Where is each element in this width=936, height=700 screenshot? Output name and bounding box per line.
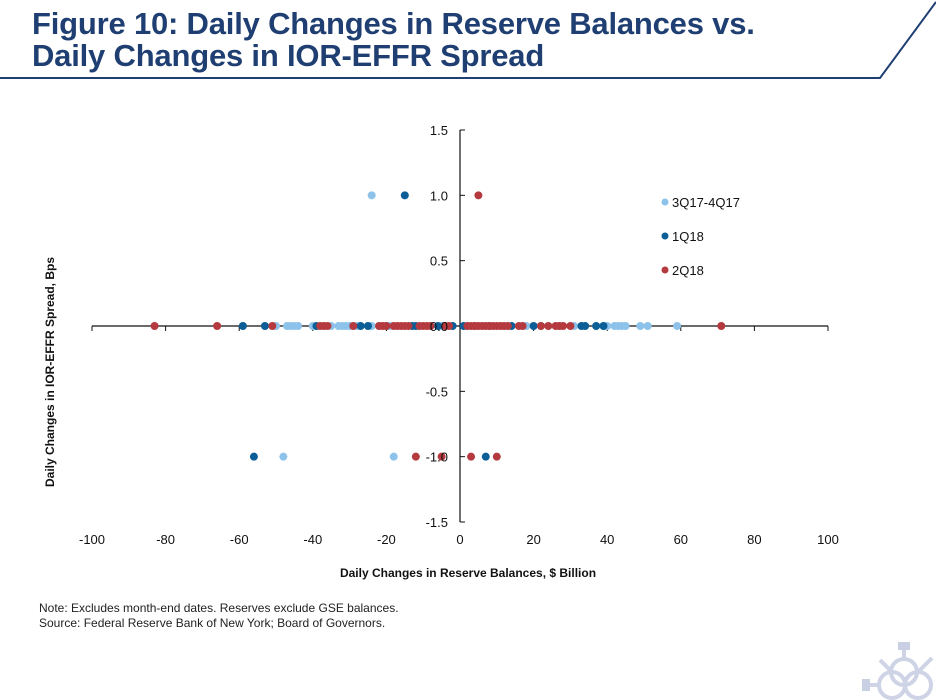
data-point-2q18 [382, 322, 391, 330]
data-point-1q18 [238, 322, 247, 330]
y-tick-label: 1.5 [430, 123, 448, 138]
data-point-1q18 [260, 322, 269, 330]
data-point-2q18 [404, 322, 413, 330]
x-tick-label: -80 [156, 532, 175, 547]
data-point-3q17-4q17 [621, 322, 630, 330]
legend-label: 2Q18 [672, 263, 704, 278]
x-tick-label: 20 [526, 532, 540, 547]
data-point-1q18 [481, 452, 490, 461]
data-point-2q18 [150, 322, 159, 330]
x-tick-label: -20 [377, 532, 396, 547]
data-point-1q18 [529, 322, 538, 330]
data-point-3q17-4q17 [294, 322, 303, 330]
data-point-3q17-4q17 [643, 322, 652, 330]
data-point-2q18 [437, 452, 446, 461]
data-point-3q17-4q17 [279, 452, 288, 461]
data-point-1q18 [599, 322, 608, 330]
legend-label: 3Q17-4Q17 [672, 195, 740, 210]
legend-marker [661, 266, 669, 274]
data-point-1q18 [356, 322, 365, 330]
x-tick-label: 0 [456, 532, 463, 547]
y-tick-label: 1.0 [430, 188, 448, 203]
data-point-1q18 [433, 322, 442, 330]
data-point-2q18 [536, 322, 545, 330]
legend-label: 1Q18 [672, 229, 704, 244]
y-tick-label: 0.0 [430, 319, 448, 334]
data-point-2q18 [426, 322, 435, 330]
fed-ny-seal-icon [862, 642, 934, 700]
y-axis-label: Daily Changes in IOR-EFFR Spread, Bps [43, 257, 57, 487]
data-point-1q18 [592, 322, 601, 330]
y-tick-label: -1.0 [426, 450, 448, 465]
data-point-1q18 [249, 452, 258, 461]
x-tick-label: 60 [674, 532, 688, 547]
data-point-2q18 [566, 322, 575, 330]
header-frame [0, 1, 936, 79]
data-point-2q18 [213, 322, 222, 330]
note-text: Note: Excludes month-end dates. Reserves… [39, 601, 399, 615]
legend-marker [661, 198, 669, 206]
legend-marker [661, 232, 669, 240]
y-tick-label: 0.5 [430, 254, 448, 269]
data-point-2q18 [268, 322, 277, 330]
data-point-3q17-4q17 [367, 191, 376, 200]
page-title: Figure 10: Daily Changes in Reserve Bala… [32, 8, 755, 72]
data-point-2q18 [467, 452, 476, 461]
data-point-2q18 [323, 322, 332, 330]
x-axis-label: Daily Changes in Reserve Balances, $ Bil… [340, 566, 596, 580]
data-point-1q18 [364, 322, 372, 330]
data-point-2q18 [544, 322, 553, 330]
title-line-1: Figure 10: Daily Changes in Reserve Bala… [32, 6, 755, 41]
data-points [150, 191, 726, 461]
footnote: Note: Excludes month-end dates. Reserves… [39, 601, 399, 631]
data-point-2q18 [349, 322, 358, 330]
x-tick-label: 40 [600, 532, 614, 547]
y-tick-label: -0.5 [426, 384, 448, 399]
data-point-2q18 [559, 322, 568, 330]
data-point-2q18 [492, 452, 501, 461]
scatter-chart: -100 -80 -60 -40 -20 0 20 40 60 80 100 -1.5 -1.0 -0.5… [43, 123, 839, 580]
data-point-2q18 [717, 322, 726, 330]
x-tick-label: 100 [817, 532, 839, 547]
x-tick-label: -40 [303, 532, 322, 547]
data-point-3q17-4q17 [389, 452, 398, 461]
data-point-3q17-4q17 [673, 322, 682, 330]
title-line-2: Daily Changes in IOR-EFFR Spread [32, 38, 545, 73]
data-point-2q18 [503, 322, 512, 330]
x-tick-label: -60 [230, 532, 249, 547]
y-tick-label: -1.5 [426, 515, 448, 530]
data-point-2q18 [474, 191, 483, 200]
data-point-1q18 [581, 322, 590, 330]
data-point-2q18 [444, 322, 453, 330]
x-tick-label: 80 [747, 532, 761, 547]
data-point-2q18 [411, 452, 420, 461]
legend: 3Q17-4Q17 1Q18 2Q18 [661, 195, 740, 278]
tick-labels: -100 -80 -60 -40 -20 0 20 40 60 80 100 -1.5 -1.0 -0.5… [79, 123, 839, 547]
data-point-2q18 [518, 322, 527, 330]
data-point-3q17-4q17 [636, 322, 645, 330]
x-tick-label: -100 [79, 532, 105, 547]
data-point-1q18 [400, 191, 409, 200]
source-text: Source: Federal Reserve Bank of New York… [39, 616, 386, 630]
